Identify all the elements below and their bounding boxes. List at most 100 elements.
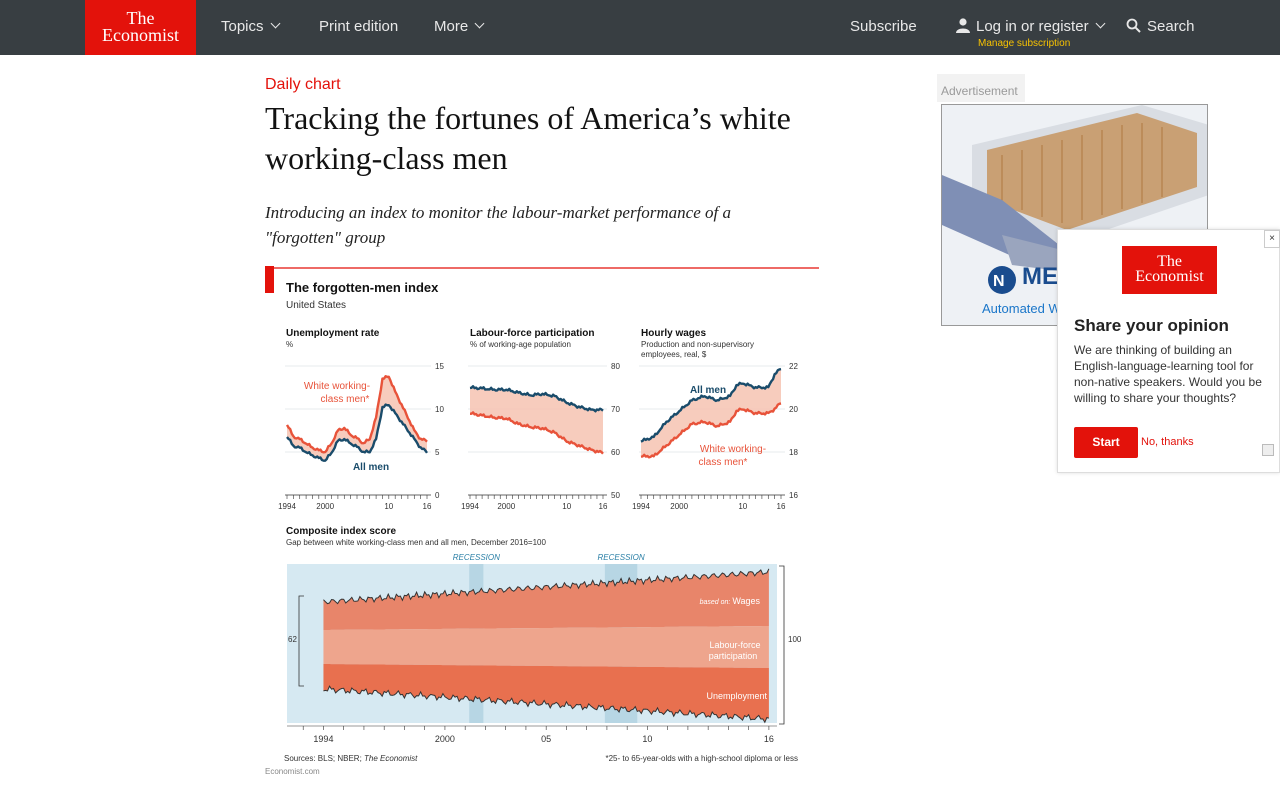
survey-popup: The Economist Share your opinion We are … [1057, 229, 1280, 473]
advertisement-banner[interactable]: N ME Automated W [941, 104, 1208, 326]
gap-area [470, 386, 603, 454]
ad-brand-name: ME [1022, 263, 1058, 290]
y-tick-label: 0 [435, 491, 440, 500]
nav-topics-label: Topics [221, 18, 264, 35]
expand-icon[interactable] [1262, 444, 1274, 456]
article-kicker[interactable]: Daily chart [265, 76, 341, 93]
popup-title: Share your opinion [1074, 316, 1229, 335]
right-bracket [779, 565, 785, 725]
manage-subscription-link[interactable]: Manage subscription [978, 38, 1071, 49]
composite-x-tick-label: 10 [642, 734, 652, 744]
y-tick-label: 20 [789, 405, 798, 414]
panel-title-composite: Composite index score [286, 526, 396, 537]
series-line [640, 402, 782, 459]
nav-print-edition[interactable]: Print edition [319, 18, 399, 35]
label-all-men-wages: All men [690, 385, 726, 396]
y-tick-label: 80 [611, 362, 620, 371]
logo-line-1: The [126, 8, 155, 28]
series-line [469, 411, 604, 455]
label-white-working-class-wages: White working-class men* [699, 444, 767, 468]
layer-label-participation: Labour-force participation [709, 640, 761, 661]
recession-label: RECESSION [598, 553, 645, 562]
wages-unit-line1: Production and non-supervisory [641, 340, 754, 349]
participation-panel: 50 60 70 80 1994 2000 10 16 [461, 362, 620, 511]
panel-title-unemployment: Unemployment rate [286, 328, 380, 339]
chart-subtitle: United States [286, 300, 346, 311]
panel-title-wages: Hourly wages [641, 328, 706, 339]
forgotten-men-index-chart: The forgotten-men index United States Un… [265, 266, 819, 776]
panel-unit-unemployment: % [286, 340, 293, 349]
chart-credit: Economist.com [265, 767, 320, 776]
wages-layer [323, 568, 769, 630]
unemployment-panel: 0 5 10 15 1994 2000 10 16 [278, 362, 444, 511]
y-tick-label: 60 [611, 448, 620, 457]
search-label: Search [1147, 18, 1195, 35]
layer-label-unemployment: Unemployment [706, 691, 767, 701]
sources-italic: The Economist [364, 754, 418, 763]
x-tick-label: 1994 [461, 502, 479, 511]
x-tick-label: 16 [777, 502, 786, 511]
bottom-edge-line [323, 685, 770, 724]
x-tick-label: 2000 [497, 502, 515, 511]
layer-label-wages: based on: Wages [700, 596, 761, 606]
y-tick-label: 15 [435, 362, 444, 371]
composite-x-tick-label: 2000 [435, 734, 455, 744]
user-icon [956, 18, 970, 33]
chart-sources: Sources: BLS; NBER; The Economist [284, 754, 418, 763]
x-tick-label: 16 [599, 502, 608, 511]
panel-unit-participation: % of working-age population [470, 340, 571, 349]
popup-logo-line-2: Economist [1135, 268, 1204, 285]
y-tick-label: 5 [435, 448, 440, 457]
top-navigation: The Economist Topics Print edition More … [0, 0, 1280, 55]
based-on-note: based on: [700, 599, 733, 606]
x-tick-label: 10 [562, 502, 571, 511]
x-tick-label: 1994 [278, 502, 296, 511]
economist-logo[interactable]: The Economist [85, 0, 196, 55]
label-white-working-class-unemp: White working-class men* [304, 381, 370, 405]
chevron-down-icon [270, 18, 280, 29]
gap-area [641, 369, 781, 458]
warehouse-illustration: N [942, 105, 1207, 294]
top-edge-line [323, 568, 770, 605]
participation-line1: Labour-force [709, 640, 760, 650]
x-tick-label: 2000 [670, 502, 688, 511]
composite-x-tick-label: 16 [764, 734, 774, 744]
chevron-down-icon [474, 18, 485, 29]
panel-title-participation: Labour-force participation [470, 328, 594, 339]
x-tick-label: 10 [384, 502, 393, 511]
wages-panel: 16 18 20 22 1994 2000 10 16 [632, 362, 798, 511]
right-value-label: 100 [788, 635, 802, 644]
chevron-down-icon [1095, 18, 1106, 29]
chart-title: The forgotten-men index [286, 280, 439, 295]
advertisement-label: Advertisement [937, 74, 1025, 102]
series-line [285, 375, 428, 454]
nav-topics[interactable]: Topics [221, 18, 280, 35]
nav-login[interactable]: Log in or register [956, 18, 1106, 35]
sources-prefix: Sources: BLS; NBER; [284, 754, 364, 763]
left-bracket [298, 595, 304, 687]
article-subheading: Introducing an index to monitor the labo… [265, 203, 731, 247]
popup-logo-line-1: The [1157, 253, 1182, 270]
series-line [469, 385, 604, 413]
wages-name: Wages [732, 596, 760, 606]
wages-unit-line2: employees, real, $ [641, 350, 707, 359]
logo-line-2: Economist [102, 25, 179, 45]
no-thanks-link[interactable]: No, thanks [1141, 436, 1194, 448]
y-tick-label: 16 [789, 491, 798, 500]
nav-more[interactable]: More [434, 18, 485, 35]
start-button[interactable]: Start [1074, 427, 1138, 458]
close-icon[interactable]: × [1264, 230, 1280, 248]
participation-line2: participation [709, 651, 758, 661]
ad-tagline: Automated W [982, 301, 1061, 316]
nav-subscribe[interactable]: Subscribe [850, 18, 917, 35]
chart-red-tab [265, 266, 274, 293]
nav-search[interactable]: Search [1126, 18, 1195, 35]
x-tick-label: 16 [423, 502, 432, 511]
series-line [640, 367, 782, 443]
y-tick-label: 70 [611, 405, 620, 414]
recession-label: RECESSION [453, 553, 500, 562]
search-icon [1126, 18, 1141, 33]
participation-layer [323, 626, 769, 668]
popup-body: We are thinking of building an English-l… [1074, 343, 1262, 405]
label-all-men-unemp: All men [353, 462, 389, 473]
